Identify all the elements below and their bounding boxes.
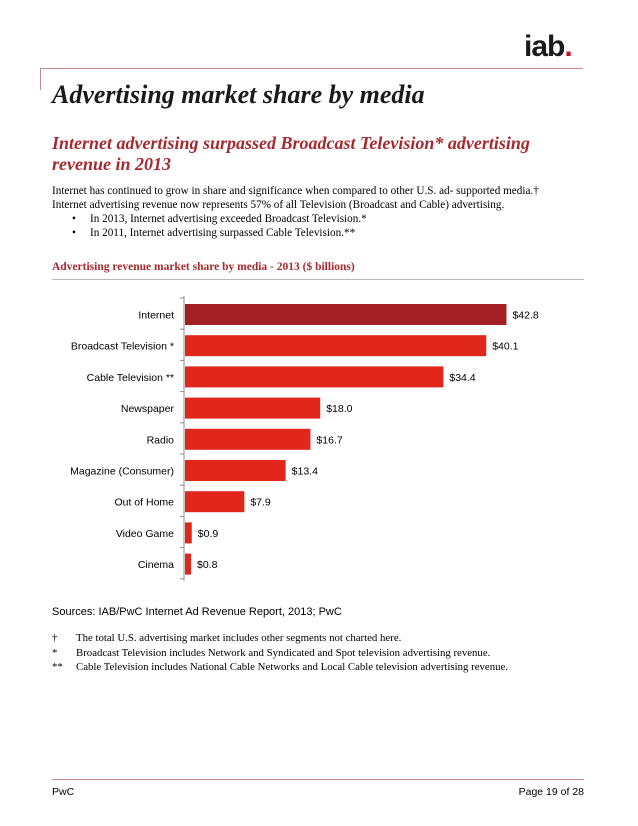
iab-logo: iab. xyxy=(524,30,573,64)
category-label: Out of Home xyxy=(114,497,174,509)
bar xyxy=(185,366,444,388)
bar xyxy=(185,460,286,481)
logo-dot: . xyxy=(564,30,572,63)
bar xyxy=(185,553,192,575)
header-rule-corner xyxy=(40,68,41,90)
bar xyxy=(185,304,507,325)
chart-title-rule xyxy=(52,279,584,280)
data-label: $0.8 xyxy=(197,559,218,571)
footnotes: † The total U.S. advertising market inclu… xyxy=(52,631,508,675)
footnote-cable: ** Cable Television includes National Cab… xyxy=(52,660,508,675)
sources-note: Sources: IAB/PwC Internet Ad Revenue Rep… xyxy=(52,606,342,618)
page-number: Page 19 of 28 xyxy=(518,786,584,798)
category-label: Internet xyxy=(138,310,174,322)
list-item: In 2013, Internet advertising exceeded B… xyxy=(72,212,367,226)
page-subtitle: Internet advertising surpassed Broadcast… xyxy=(52,133,530,174)
bar-chart: Internet $42.8 Broadcast Television * $40.1… xyxy=(70,296,539,581)
data-label: $18.0 xyxy=(326,403,352,415)
category-label: Radio xyxy=(147,434,175,446)
data-label: $40.1 xyxy=(492,341,518,353)
footnote-mark: * xyxy=(52,646,58,659)
bar xyxy=(185,397,321,419)
footnote-mark: ** xyxy=(52,661,63,673)
logo-text: iab xyxy=(524,30,565,63)
category-label: Newspaper xyxy=(121,403,175,415)
footnote-text: Broadcast Television includes Network an… xyxy=(76,646,491,659)
bar xyxy=(185,491,245,513)
footnote-mark: † xyxy=(52,632,58,644)
intro-line-1: Internet has continued to grow in share … xyxy=(52,185,539,197)
footer-company: PwC xyxy=(52,786,75,798)
bar xyxy=(185,428,311,450)
footnote-text: Cable Television includes National Cable… xyxy=(76,661,508,673)
header-rule xyxy=(40,68,583,69)
footnote-text: The total U.S. advertising market includ… xyxy=(76,632,402,644)
intro-line-2: Internet advertising revenue now represe… xyxy=(52,199,505,211)
data-label: $34.4 xyxy=(449,372,475,384)
category-label: Video Game xyxy=(116,528,174,540)
page-title: Advertising market share by media xyxy=(52,80,425,109)
footnote-dagger: † The total U.S. advertising market inclu… xyxy=(52,631,508,646)
bar xyxy=(185,522,192,544)
data-label: $0.9 xyxy=(198,528,219,540)
intro-bullets: In 2013, Internet advertising exceeded B… xyxy=(72,212,367,240)
footer-rule xyxy=(52,779,584,780)
intro-text: Internet has continued to grow in share … xyxy=(52,184,592,212)
category-label: Broadcast Television * xyxy=(71,341,174,353)
data-label: $16.7 xyxy=(316,434,342,446)
bar xyxy=(185,335,487,357)
data-label: $13.4 xyxy=(292,466,318,478)
footnote-broadcast: * Broadcast Television includes Network a… xyxy=(52,646,508,661)
list-item: In 2011, Internet advertising surpassed … xyxy=(72,226,367,240)
data-label: $7.9 xyxy=(250,497,271,509)
chart-title: Advertising revenue market share by medi… xyxy=(52,261,355,273)
data-label: $42.8 xyxy=(512,310,538,322)
category-label: Cinema xyxy=(138,559,174,571)
category-label: Cable Television ** xyxy=(87,372,174,384)
category-label: Magazine (Consumer) xyxy=(70,466,174,478)
